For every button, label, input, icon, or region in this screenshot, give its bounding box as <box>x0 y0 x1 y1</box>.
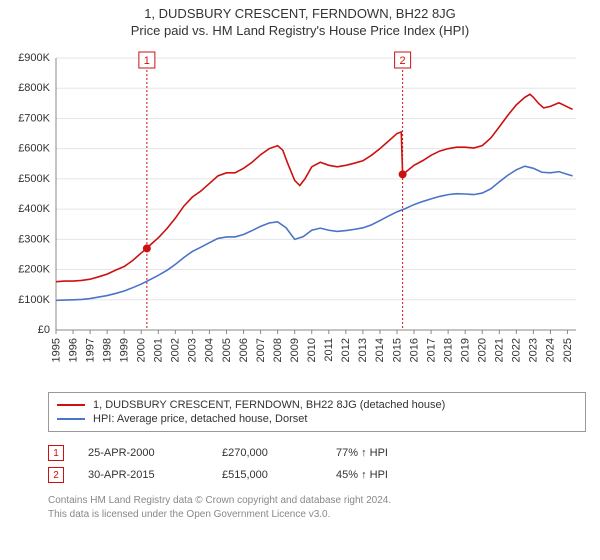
legend-item: HPI: Average price, detached house, Dors… <box>57 412 577 426</box>
sale-row: 2 30-APR-2015 £515,000 45% ↑ HPI <box>48 464 586 486</box>
xtick-label: 2020 <box>477 338 489 362</box>
footer-line-2: This data is licensed under the Open Gov… <box>48 508 586 522</box>
chart-area: £0 £100K £200K £300K £400K £500K £600K £700K £80… <box>8 44 586 384</box>
ytick-label: £0 <box>38 324 50 336</box>
xtick-label: 2019 <box>459 338 471 362</box>
chart-subtitle: Price paid vs. HM Land Registry's House … <box>0 21 600 38</box>
legend-item: 1, DUDSBURY CRESCENT, FERNDOWN, BH22 8JG… <box>57 398 577 412</box>
legend-label: 1, DUDSBURY CRESCENT, FERNDOWN, BH22 8JG… <box>93 399 445 411</box>
sale-marker-number: 1 <box>144 55 150 67</box>
series-line <box>56 94 573 281</box>
xtick-label: 2015 <box>391 338 403 362</box>
xtick-label: 2018 <box>442 338 454 362</box>
legend-label: HPI: Average price, detached house, Dors… <box>93 413 307 425</box>
sale-date: 25-APR-2000 <box>88 447 198 459</box>
xtick-label: 2014 <box>374 338 386 362</box>
xtick-label: 2023 <box>528 338 540 362</box>
xtick-label: 2012 <box>340 338 352 362</box>
xtick-label: 2001 <box>153 338 165 362</box>
xtick-label: 2013 <box>357 338 369 362</box>
ytick-label: £400K <box>18 203 50 215</box>
sale-price: £515,000 <box>222 469 312 481</box>
ytick-label: £300K <box>18 233 50 245</box>
xtick-label: 2009 <box>289 338 301 362</box>
chart-title: 1, DUDSBURY CRESCENT, FERNDOWN, BH22 8JG <box>0 0 600 21</box>
series-line <box>56 166 573 300</box>
sale-index-box: 2 <box>48 467 64 483</box>
ytick-label: £800K <box>18 82 50 94</box>
sale-marker-number: 2 <box>400 55 406 67</box>
ytick-label: £900K <box>18 52 50 64</box>
xtick-label: 2005 <box>221 338 233 362</box>
chart-svg: £0 £100K £200K £300K £400K £500K £600K £700K £80… <box>8 44 586 384</box>
ytick-label: £700K <box>18 112 50 124</box>
legend-swatch <box>57 404 85 406</box>
legend-swatch <box>57 418 85 420</box>
xtick-label: 2011 <box>323 338 335 362</box>
sale-hpi: 77% ↑ HPI <box>336 447 426 459</box>
xtick-label: 2017 <box>425 338 437 362</box>
sale-point <box>143 244 151 252</box>
xtick-label: 2002 <box>170 338 182 362</box>
xtick-label: 2016 <box>408 338 420 362</box>
sale-hpi: 45% ↑ HPI <box>336 469 426 481</box>
ytick-label: £200K <box>18 264 50 276</box>
sale-index-box: 1 <box>48 445 64 461</box>
xtick-label: 2022 <box>511 338 523 362</box>
xtick-label: 2025 <box>562 338 574 362</box>
xtick-label: 1996 <box>67 338 79 362</box>
xtick-label: 2024 <box>545 338 557 362</box>
ytick-label: £100K <box>18 294 50 306</box>
xtick-label: 2021 <box>494 338 506 362</box>
xtick-label: 1995 <box>50 338 62 362</box>
ytick-label: £500K <box>18 173 50 185</box>
xtick-label: 1998 <box>101 338 113 362</box>
sale-row: 1 25-APR-2000 £270,000 77% ↑ HPI <box>48 442 586 464</box>
footer-line-1: Contains HM Land Registry data © Crown c… <box>48 494 586 508</box>
xtick-label: 2000 <box>136 338 148 362</box>
xtick-label: 2008 <box>272 338 284 362</box>
xtick-label: 2007 <box>255 338 267 362</box>
footer-attribution: Contains HM Land Registry data © Crown c… <box>48 494 586 521</box>
sale-price: £270,000 <box>222 447 312 459</box>
sales-list: 1 25-APR-2000 £270,000 77% ↑ HPI 2 30-APR-201… <box>48 442 586 486</box>
legend: 1, DUDSBURY CRESCENT, FERNDOWN, BH22 8JG… <box>48 392 586 432</box>
xtick-label: 2006 <box>238 338 250 362</box>
sale-point <box>399 170 407 178</box>
xtick-label: 2010 <box>306 338 318 362</box>
sale-date: 30-APR-2015 <box>88 469 198 481</box>
ytick-label: £600K <box>18 143 50 155</box>
xtick-label: 1997 <box>84 338 96 362</box>
xtick-label: 2003 <box>187 338 199 362</box>
xtick-label: 1999 <box>118 338 130 362</box>
xtick-label: 2004 <box>204 338 216 362</box>
